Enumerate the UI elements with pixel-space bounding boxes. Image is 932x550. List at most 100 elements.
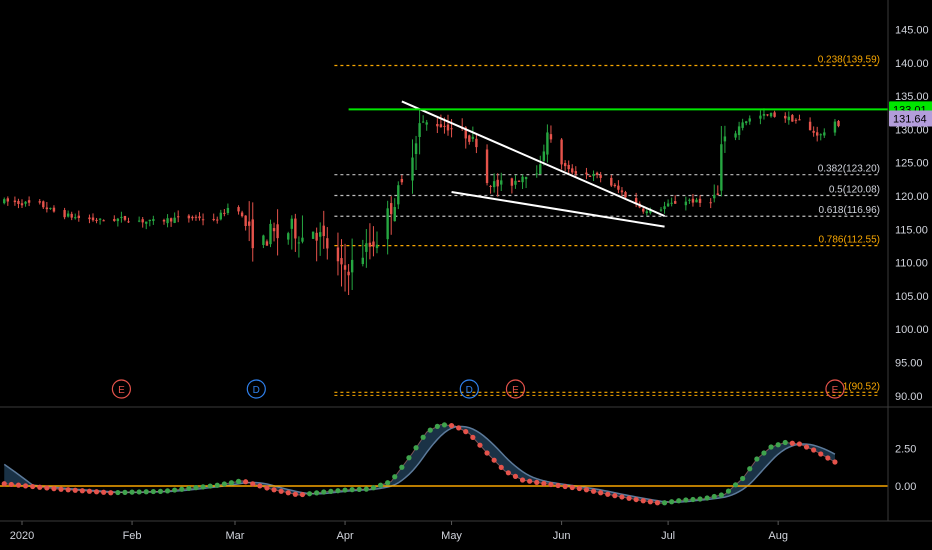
candle-body (617, 185, 620, 190)
price-tick: 90.00 (895, 391, 923, 403)
oscillator-dot (356, 486, 362, 492)
oscillator-dot (612, 493, 618, 499)
candle-body (45, 207, 49, 210)
oscillator-dot (143, 489, 149, 495)
price-tick: 140.00 (895, 58, 929, 70)
candle-body (372, 241, 375, 247)
candle-body (173, 217, 176, 223)
candle-body (24, 201, 27, 204)
price-axis[interactable]: 145.00 140.00 135.00 130.00 125.00 120.0… (895, 25, 929, 403)
oscillator-dot (832, 459, 838, 465)
oscillator-dot (193, 485, 199, 491)
candle-body (759, 115, 762, 119)
candle-body (816, 132, 819, 136)
event-marker-letter: E (832, 385, 839, 396)
oscillator-dot (79, 488, 85, 494)
trendline[interactable] (451, 191, 665, 228)
fib-level-label: 0.786(112.55) (818, 235, 880, 246)
candle-body (70, 213, 73, 218)
candle-body (63, 210, 66, 218)
candle-body (290, 218, 293, 229)
candle-body (421, 121, 425, 123)
candle-body (574, 171, 577, 174)
candle-body (120, 216, 123, 218)
oscillator-dot (725, 488, 732, 494)
candle-body (269, 223, 272, 245)
candle-body (248, 221, 251, 226)
candle-body (219, 212, 222, 220)
candle-body (663, 206, 666, 210)
candle-body (585, 172, 588, 175)
oscillator-dot (775, 442, 781, 448)
candle-body (113, 219, 116, 221)
candle-body (642, 208, 645, 212)
candle-body (411, 157, 414, 181)
oscillator-dot (818, 451, 824, 457)
candle-body (237, 207, 240, 212)
candle-body (77, 215, 80, 219)
oscillator-dot (228, 480, 235, 486)
candle-body (645, 211, 648, 214)
candle-body (734, 133, 737, 138)
oscillator-dot (661, 500, 668, 506)
oscillator-dot (697, 496, 703, 502)
candle-body (162, 219, 166, 222)
oscillator-dot (803, 444, 810, 450)
candle-body (475, 138, 478, 148)
oscillator-dot (200, 484, 206, 490)
candle-body (787, 116, 790, 121)
time-axis[interactable]: 2020 Feb Mar Apr May Jun Jul Aug (10, 521, 788, 542)
candle-body (620, 190, 624, 193)
candle-body (276, 224, 279, 239)
oscillator-axis[interactable]: 2.50 0.00 (895, 444, 916, 494)
candle-body (436, 124, 439, 127)
time-tick: Jul (661, 530, 675, 542)
oscillator-dot (15, 482, 22, 488)
candle-body (262, 235, 265, 246)
candle-body (808, 121, 812, 131)
candle-body (322, 225, 325, 237)
event-marker-letter: D (466, 385, 473, 396)
oscillator-dot (1, 481, 7, 487)
oscillator-dot (221, 481, 227, 487)
candle-body (365, 243, 368, 252)
candle-body (191, 216, 194, 219)
candle-body (784, 115, 787, 119)
oscillator-dot (101, 489, 107, 495)
candle-body (38, 201, 41, 203)
oscillator-tick: 2.50 (895, 444, 916, 456)
candle-body (17, 200, 20, 204)
trendlines[interactable] (401, 100, 665, 228)
oscillator-dot (676, 498, 682, 504)
oscillator-dot (93, 489, 100, 495)
candle-body (166, 218, 169, 224)
oscillator-dot (647, 499, 653, 505)
oscillator-dot (413, 445, 419, 451)
oscillator-dot (278, 488, 284, 494)
event-marker-circle (459, 379, 479, 399)
candle-body (418, 123, 421, 137)
candle-body (823, 132, 826, 136)
last-price-tag: 131.64 (889, 110, 932, 127)
candle-body (265, 241, 269, 246)
candle-body (521, 176, 524, 183)
candle-body (666, 203, 670, 207)
candle-body (301, 237, 304, 242)
candle-body (716, 193, 719, 195)
oscillator-dot (448, 423, 455, 429)
oscillator-dot (271, 487, 277, 493)
time-tick: 2020 (10, 530, 34, 542)
fib-level-label: 1(90.52) (843, 381, 880, 392)
event-marker-circle (505, 379, 526, 399)
candle-body (500, 180, 503, 185)
candle-body (350, 259, 354, 273)
candle-body (27, 200, 31, 203)
oscillator-dot (541, 480, 547, 487)
oscillator-dot (243, 479, 249, 485)
trendline[interactable] (401, 100, 665, 217)
candle-body (287, 233, 290, 240)
price-tick: 110.00 (895, 258, 928, 270)
oscillator-dot (214, 482, 220, 488)
